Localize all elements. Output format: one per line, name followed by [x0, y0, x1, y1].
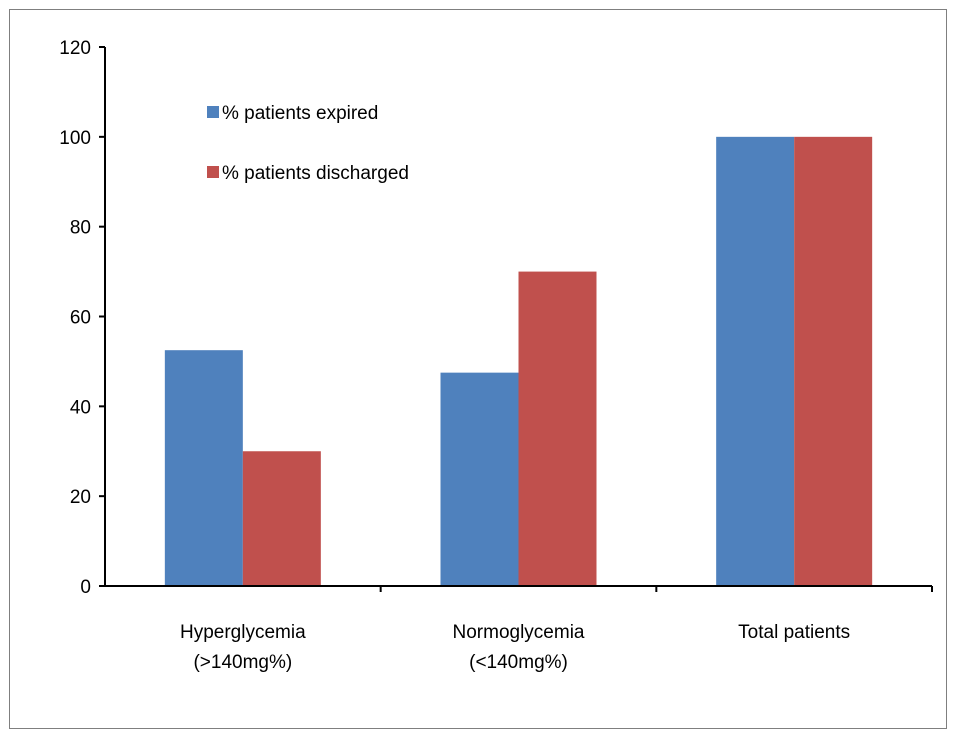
x-category-label: (>140mg%): [193, 652, 292, 673]
y-tick-label: 60: [70, 308, 91, 329]
bar-expired-2: [716, 136, 795, 586]
legend-label-expired: % patients expired: [222, 103, 378, 124]
legend-swatch-expired: [207, 106, 219, 118]
bar-expired-0: [164, 350, 243, 586]
x-category-label: (<140mg%): [469, 652, 568, 673]
y-tick-label: 120: [59, 38, 91, 59]
legend-label-discharged: % patients discharged: [222, 163, 409, 184]
bar-discharged-2: [794, 136, 873, 586]
bar-discharged-1: [518, 271, 597, 586]
y-tick-label: 80: [70, 218, 91, 239]
chart-frame: 0 20 40 60 80 100 120 Hyperglycemia (>140mg%) Nor…: [9, 9, 947, 729]
bar-chart: 0 20 40 60 80 100 120 Hyperglycemia (>140mg%) Nor…: [59, 38, 933, 673]
axes-layer: [99, 46, 933, 592]
y-tick-label: 20: [70, 487, 91, 508]
labels-layer: 0 20 40 60 80 100 120 Hyperglycemia (>140mg%) Nor…: [59, 38, 850, 673]
y-tick-label: 100: [59, 128, 91, 149]
x-category-label: Normoglycemia: [453, 622, 585, 643]
y-tick-label: 40: [70, 397, 91, 418]
y-tick-label: 0: [80, 577, 91, 598]
legend: % patients expired % patients discharged: [207, 103, 409, 184]
x-category-label: Hyperglycemia: [180, 622, 306, 643]
bar-expired-1: [440, 372, 519, 586]
bar-discharged-0: [242, 451, 321, 586]
x-category-label: Total patients: [738, 622, 850, 643]
legend-swatch-discharged: [207, 166, 219, 178]
bars-layer: [164, 136, 873, 586]
